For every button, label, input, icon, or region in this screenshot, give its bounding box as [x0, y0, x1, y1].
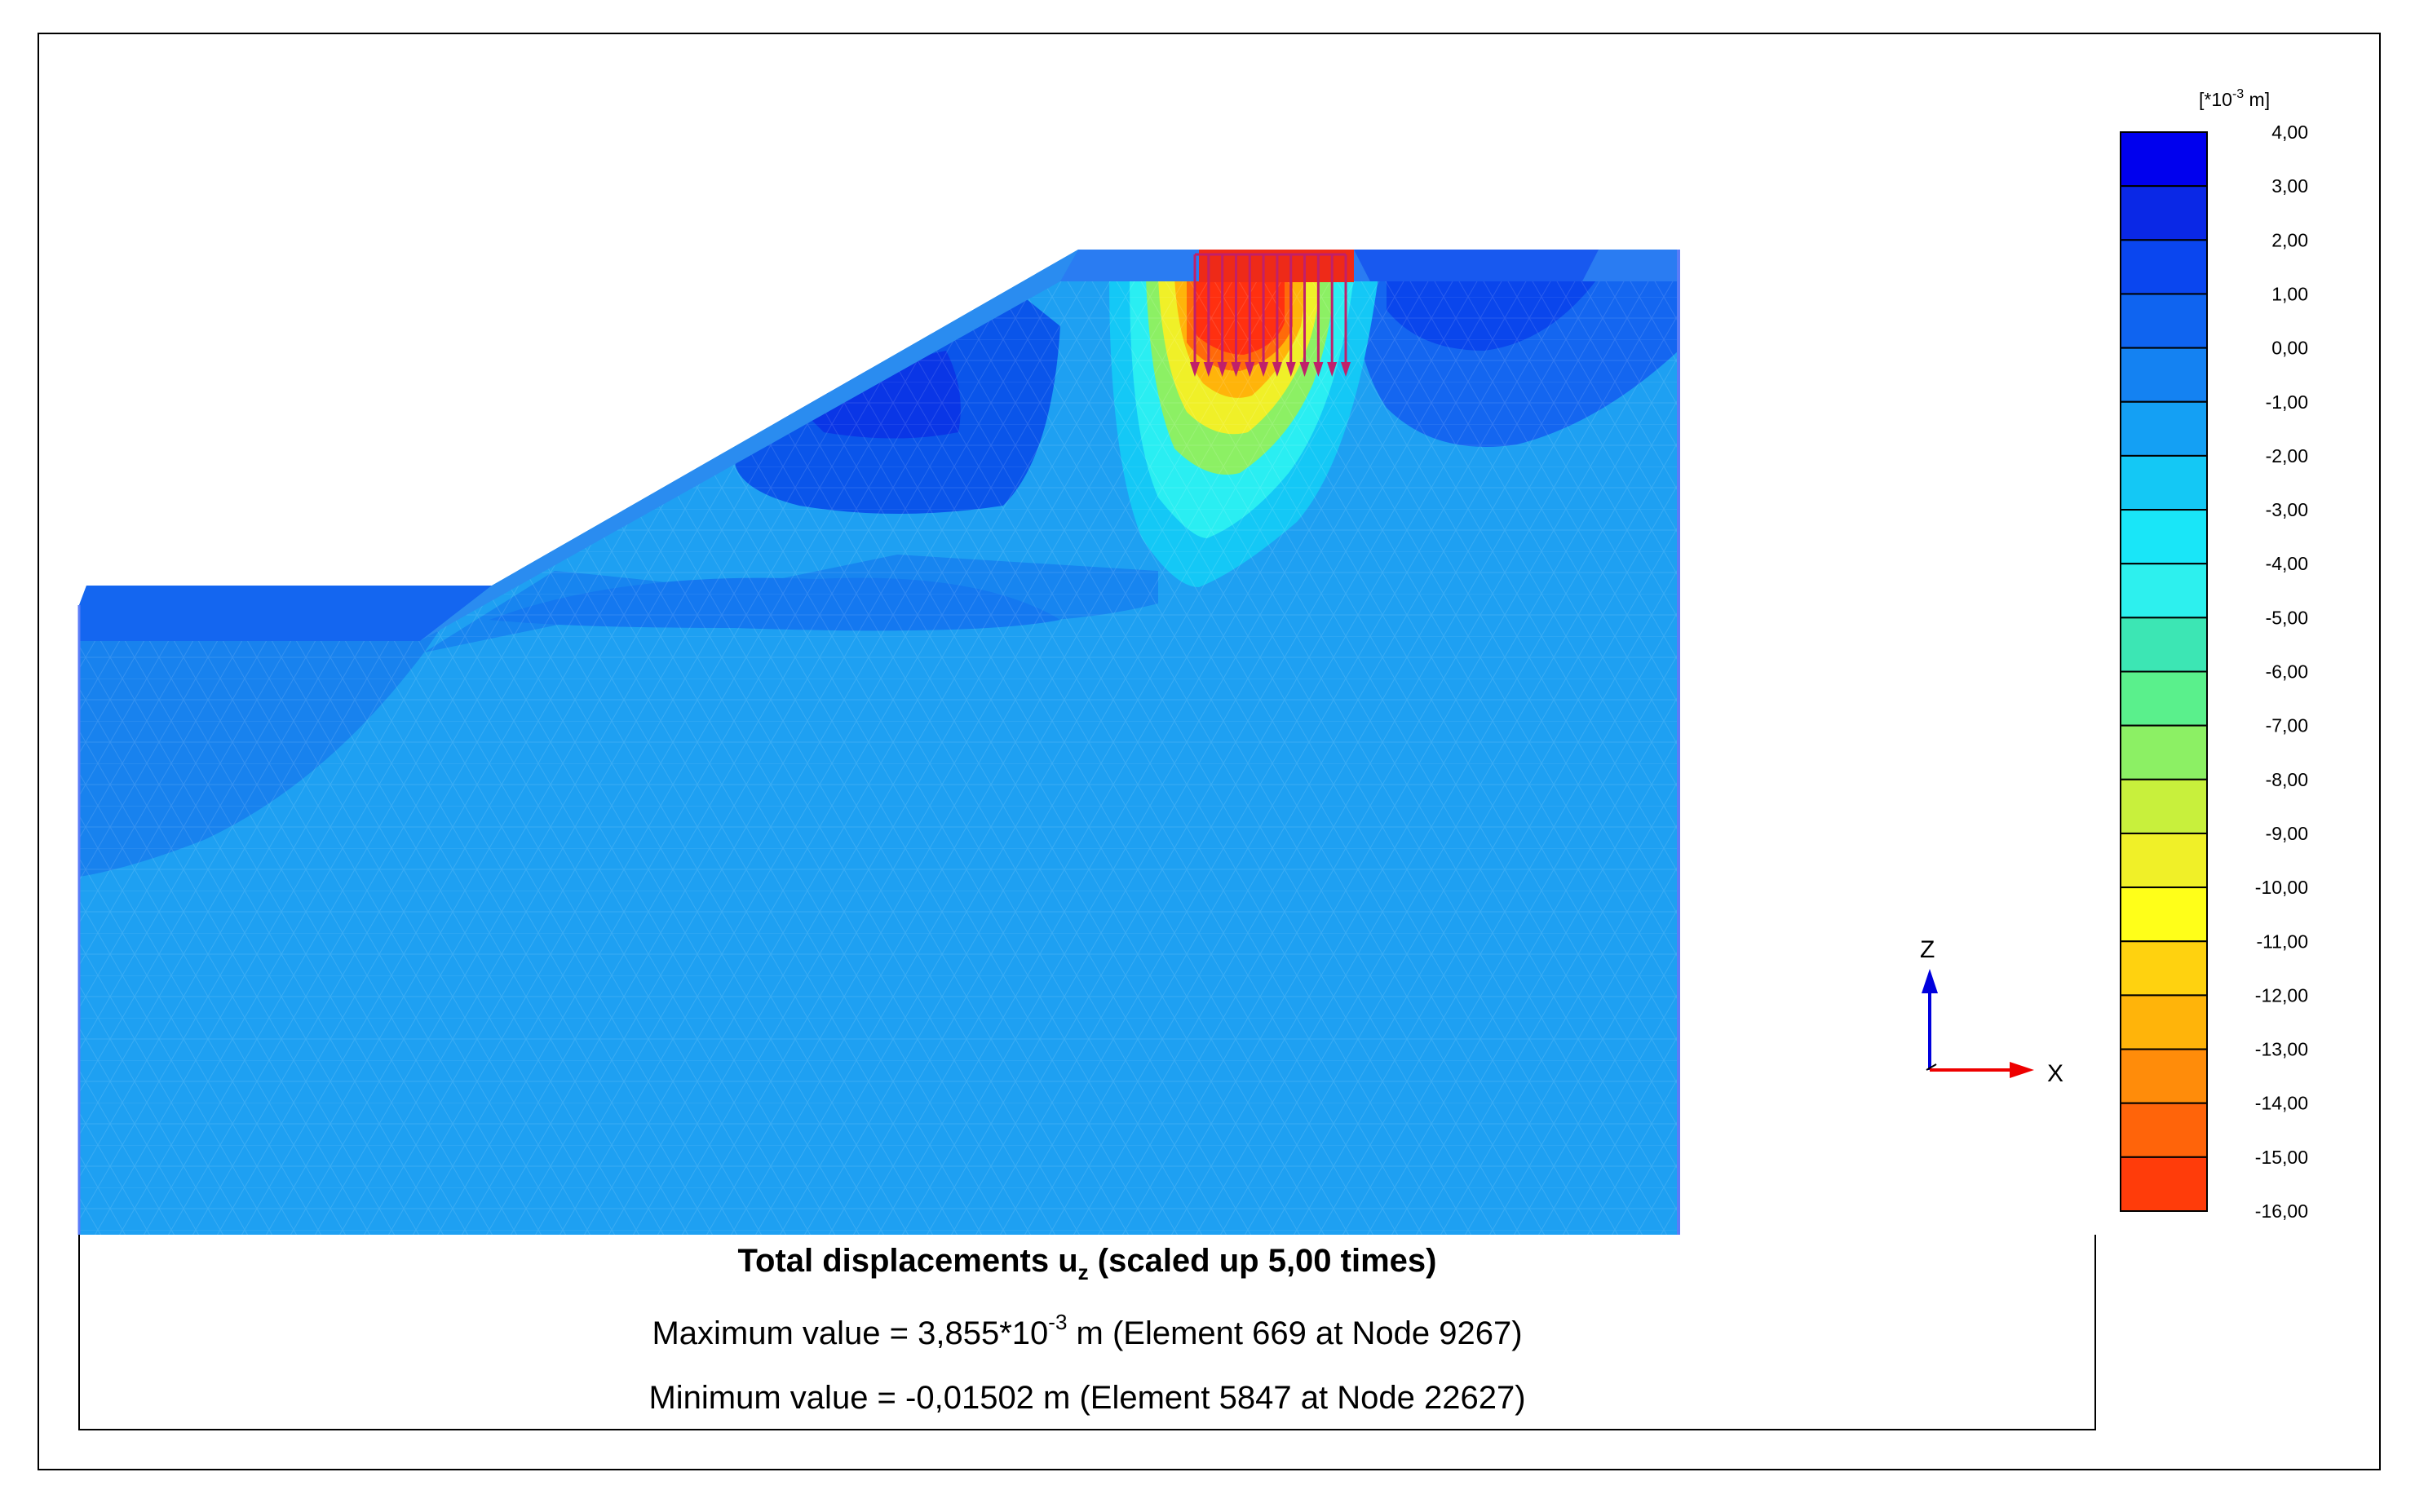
legend-tick-label: -13,00 — [2255, 1039, 2308, 1060]
legend-tick-label: 1,00 — [2271, 283, 2308, 304]
legend-tick-label: -12,00 — [2255, 984, 2308, 1006]
legend-band — [2120, 1102, 2208, 1158]
legend-band — [2120, 239, 2208, 295]
x-axis-arrowhead — [2010, 1062, 2034, 1078]
legend-unit: [*10-3 m] — [2199, 87, 2270, 110]
legend-tick-label: -15,00 — [2255, 1147, 2308, 1168]
legend-tick-label: -6,00 — [2266, 661, 2308, 683]
axes-indicator: Z X — [1920, 936, 2063, 1087]
legend-band — [2120, 293, 2208, 349]
legend-band — [2120, 1156, 2208, 1212]
z-axis-arrowhead — [1922, 969, 1938, 993]
load-arrow-head — [1327, 362, 1338, 377]
soil-body — [79, 250, 1679, 1235]
legend-tick-label: -4,00 — [2266, 553, 2308, 574]
legend-band — [2120, 400, 2208, 457]
legend-tick-label: 2,00 — [2271, 229, 2308, 250]
legend-tick-label: -7,00 — [2266, 715, 2308, 736]
results-caption: Total displacements uz (scaled up 5,00 t… — [78, 1235, 2096, 1430]
legend-tick-label: -16,00 — [2255, 1200, 2308, 1222]
color-legend: [*10-3 m] 4,00 3,00 2,00 1,00 0,00 -1,00 -2,00… — [2120, 87, 2308, 1222]
load-arrow-head — [1217, 362, 1227, 377]
load-arrow-head — [1190, 362, 1200, 377]
x-axis-label: X — [2047, 1060, 2063, 1087]
caption-maximum-value: Maximum value = 3,855*10-3 m (Element 66… — [652, 1310, 1523, 1351]
legend-band — [2120, 347, 2208, 403]
legend-band — [2120, 509, 2208, 565]
legend-tick-label: -5,00 — [2266, 607, 2308, 628]
legend-band — [2120, 994, 2208, 1050]
plot-frame — [38, 33, 2381, 1470]
caption-title: Total displacements uz (scaled up 5,00 t… — [737, 1243, 1437, 1284]
legend-band — [2120, 670, 2208, 727]
legend-band — [2120, 940, 2208, 997]
legend-band — [2120, 563, 2208, 619]
legend-band — [2120, 617, 2208, 673]
legend-tick-label: -11,00 — [2256, 931, 2308, 952]
caption-minimum-value: Minimum value = -0,01502 m (Element 5847… — [648, 1380, 1526, 1416]
legend-tick-label: -10,00 — [2255, 877, 2308, 898]
load-arrow-head — [1203, 362, 1214, 377]
load-arrow-head — [1245, 362, 1255, 377]
legend-band — [2120, 454, 2208, 511]
z-axis-label: Z — [1920, 936, 1935, 963]
slope-top-surface — [420, 250, 1078, 641]
left-top-surface — [79, 586, 492, 641]
load-arrow-head — [1299, 362, 1310, 377]
legend-tick-label: 3,00 — [2271, 175, 2308, 197]
load-arrow-head — [1231, 362, 1241, 377]
load-arrow-head — [1258, 362, 1269, 377]
legend-tick-label: 0,00 — [2271, 338, 2308, 359]
legend-tick-label: 4,00 — [2271, 122, 2308, 143]
distributed-load-arrows — [1190, 253, 1351, 377]
legend-tick-label: -3,00 — [2266, 499, 2308, 520]
legend-tick-label: -14,00 — [2255, 1093, 2308, 1114]
legend-band — [2120, 1048, 2208, 1104]
load-arrow-head — [1341, 362, 1351, 377]
legend-band — [2120, 832, 2208, 889]
load-arrow-head — [1272, 362, 1282, 377]
legend-band — [2120, 724, 2208, 780]
legend-tick-label: -8,00 — [2266, 769, 2308, 790]
legend-tick-label: -9,00 — [2266, 823, 2308, 844]
legend-band — [2120, 886, 2208, 943]
load-arrow-head — [1285, 362, 1296, 377]
legend-band — [2120, 185, 2208, 241]
legend-band — [2120, 131, 2208, 188]
load-arrow-head — [1313, 362, 1324, 377]
legend-tick-label: -1,00 — [2266, 391, 2308, 413]
legend-band — [2120, 778, 2208, 834]
legend-tick-label: -2,00 — [2266, 445, 2308, 466]
